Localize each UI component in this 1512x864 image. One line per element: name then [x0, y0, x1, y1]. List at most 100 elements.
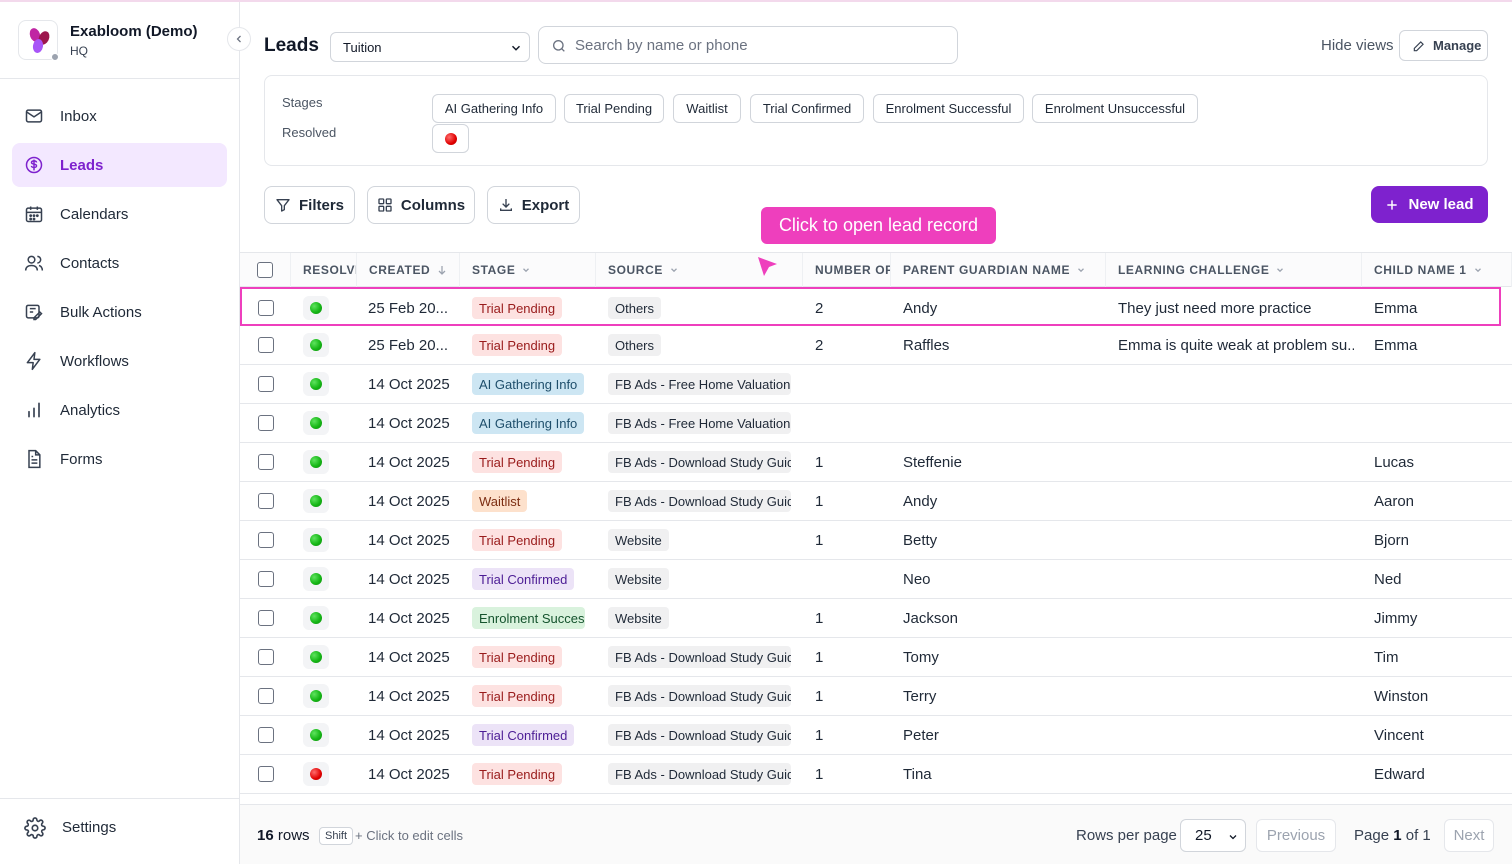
stage-cell[interactable]: Trial Confirmed	[472, 560, 585, 598]
parent-guardian-cell[interactable]	[903, 365, 1098, 403]
new-lead-button[interactable]: New lead	[1371, 186, 1488, 223]
created-cell[interactable]: 14 Oct 2025	[368, 765, 450, 783]
row-checkbox[interactable]	[258, 337, 274, 353]
table-row[interactable]: 14 Oct 2025 Trial Confirmed FB Ads - Downl…	[240, 716, 1512, 755]
source-cell[interactable]: Website	[608, 599, 794, 637]
number-of-children-cell[interactable]: 2	[815, 299, 824, 317]
created-cell[interactable]: 14 Oct 2025	[368, 453, 450, 471]
resolved-cell[interactable]	[303, 482, 333, 520]
child-name-cell[interactable]: Aaron	[1374, 492, 1415, 510]
stage-cell[interactable]: Trial Confirmed	[472, 716, 585, 754]
stage-cell[interactable]: Trial Pending	[472, 638, 585, 676]
learning-challenge-cell[interactable]: Emma is quite weak at problem su...	[1118, 336, 1354, 354]
learning-challenge-cell[interactable]	[1118, 404, 1354, 442]
source-cell[interactable]: Website	[608, 560, 794, 598]
row-checkbox[interactable]	[258, 300, 274, 316]
created-cell[interactable]: 14 Oct 2025	[368, 726, 450, 744]
table-row[interactable]: 25 Feb 20... Trial Pending Others 2 Raffles E…	[240, 326, 1512, 365]
sidebar-item-contacts[interactable]: Contacts	[12, 241, 227, 285]
number-of-children-cell[interactable]: 1	[815, 765, 824, 783]
number-of-children-cell[interactable]: 1	[815, 648, 824, 666]
parent-guardian-cell[interactable]: Tomy	[903, 648, 939, 666]
source-cell[interactable]: Others	[608, 289, 794, 327]
resolved-cell[interactable]	[303, 716, 333, 754]
stage-chip-trial-confirmed[interactable]: Trial Confirmed	[750, 94, 864, 123]
col-stage[interactable]: STAGE	[460, 253, 596, 287]
learning-challenge-cell[interactable]	[1118, 365, 1354, 403]
table-row[interactable]: 14 Oct 2025 Trial Confirmed Website Neo Ned	[240, 560, 1512, 599]
resolved-cell[interactable]	[303, 326, 333, 364]
created-cell[interactable]: 14 Oct 2025	[368, 609, 450, 627]
table-row[interactable]	[240, 794, 1512, 804]
stage-chip-ai-gathering-info[interactable]: AI Gathering Info	[432, 94, 556, 123]
created-cell[interactable]: 14 Oct 2025	[368, 648, 450, 666]
learning-challenge-cell[interactable]: They just need more practice	[1118, 299, 1312, 317]
source-cell[interactable]: FB Ads - Download Study Guide	[608, 677, 794, 715]
row-checkbox[interactable]	[258, 493, 274, 509]
stage-cell[interactable]: Trial Pending	[472, 521, 585, 559]
learning-challenge-cell[interactable]	[1118, 521, 1354, 559]
number-of-children-cell[interactable]: 2	[815, 336, 824, 354]
source-cell[interactable]: FB Ads - Download Study Guide	[608, 443, 794, 481]
sidebar-item-forms[interactable]: Forms	[12, 437, 227, 481]
created-cell[interactable]: 14 Oct 2025	[368, 687, 450, 705]
manage-button[interactable]: Manage	[1399, 30, 1488, 61]
created-cell[interactable]: 14 Oct 2025	[368, 531, 450, 549]
row-checkbox[interactable]	[258, 454, 274, 470]
child-name-cell[interactable]: Emma	[1374, 299, 1418, 317]
row-checkbox[interactable]	[258, 415, 274, 431]
search-box[interactable]	[538, 26, 958, 64]
row-checkbox[interactable]	[258, 532, 274, 548]
resolved-cell[interactable]	[303, 677, 333, 715]
stage-chip-enrolment-successful[interactable]: Enrolment Successful	[873, 94, 1024, 123]
resolved-cell[interactable]	[303, 560, 333, 598]
parent-guardian-cell[interactable]: Tina	[903, 765, 932, 783]
number-of-children-cell[interactable]	[815, 560, 885, 598]
number-of-children-cell[interactable]: 1	[815, 726, 824, 744]
row-checkbox[interactable]	[258, 571, 274, 587]
search-input[interactable]	[575, 35, 945, 55]
sidebar-item-analytics[interactable]: Analytics	[12, 388, 227, 432]
number-of-children-cell[interactable]: 1	[815, 687, 824, 705]
resolved-filter-chip[interactable]	[432, 124, 469, 153]
rows-per-page-select[interactable]: 25	[1180, 819, 1246, 852]
learning-challenge-cell[interactable]	[1118, 482, 1354, 520]
brand[interactable]: Exabloom (Demo) HQ	[18, 20, 228, 64]
stage-chip-waitlist[interactable]: Waitlist	[673, 94, 741, 123]
parent-guardian-cell[interactable]: Andy	[903, 299, 938, 317]
resolved-cell[interactable]	[303, 599, 333, 637]
child-name-cell[interactable]: Winston	[1374, 687, 1429, 705]
export-button[interactable]: Export	[487, 186, 580, 224]
child-name-cell[interactable]: Emma	[1374, 336, 1418, 354]
created-cell[interactable]: 25 Feb 20...	[368, 336, 449, 354]
created-cell[interactable]: 14 Oct 2025	[368, 570, 450, 588]
table-row[interactable]: 14 Oct 2025 AI Gathering Info FB Ads - Fre…	[240, 365, 1512, 404]
child-name-cell[interactable]: Edward	[1374, 765, 1425, 783]
col-parent-guardian-name[interactable]: PARENT GUARDIAN NAME	[891, 253, 1106, 287]
stage-cell[interactable]: Trial Pending	[472, 289, 585, 327]
child-name-cell[interactable]: Jimmy	[1374, 609, 1418, 627]
row-checkbox[interactable]	[258, 688, 274, 704]
number-of-children-cell[interactable]: 1	[815, 453, 824, 471]
row-checkbox[interactable]	[258, 727, 274, 743]
created-cell[interactable]: 14 Oct 2025	[368, 375, 450, 393]
previous-page-button[interactable]: Previous	[1256, 819, 1336, 852]
child-name-cell[interactable]: Ned	[1374, 570, 1402, 588]
number-of-children-cell[interactable]: 1	[815, 609, 824, 627]
resolved-cell[interactable]	[303, 521, 333, 559]
source-cell[interactable]: FB Ads - Download Study Guide	[608, 482, 794, 520]
learning-challenge-cell[interactable]	[1118, 716, 1354, 754]
table-row[interactable]: 14 Oct 2025 Trial Pending FB Ads - Downloa…	[240, 443, 1512, 482]
child-name-cell[interactable]: Lucas	[1374, 453, 1415, 471]
learning-challenge-cell[interactable]	[1118, 677, 1354, 715]
parent-guardian-cell[interactable]: Andy	[903, 492, 938, 510]
table-row[interactable]: 14 Oct 2025 Enrolment Successful Website 1 J…	[240, 599, 1512, 638]
stage-chip-trial-pending[interactable]: Trial Pending	[564, 94, 664, 123]
source-cell[interactable]: Website	[608, 521, 794, 559]
child-name-cell[interactable]: Tim	[1374, 648, 1399, 666]
collapse-sidebar-button[interactable]	[227, 27, 251, 51]
col-resolved[interactable]: RESOLVED	[291, 253, 357, 287]
stage-cell[interactable]: Trial Pending	[472, 677, 585, 715]
number-of-children-cell[interactable]: 1	[815, 531, 824, 549]
row-checkbox[interactable]	[258, 649, 274, 665]
